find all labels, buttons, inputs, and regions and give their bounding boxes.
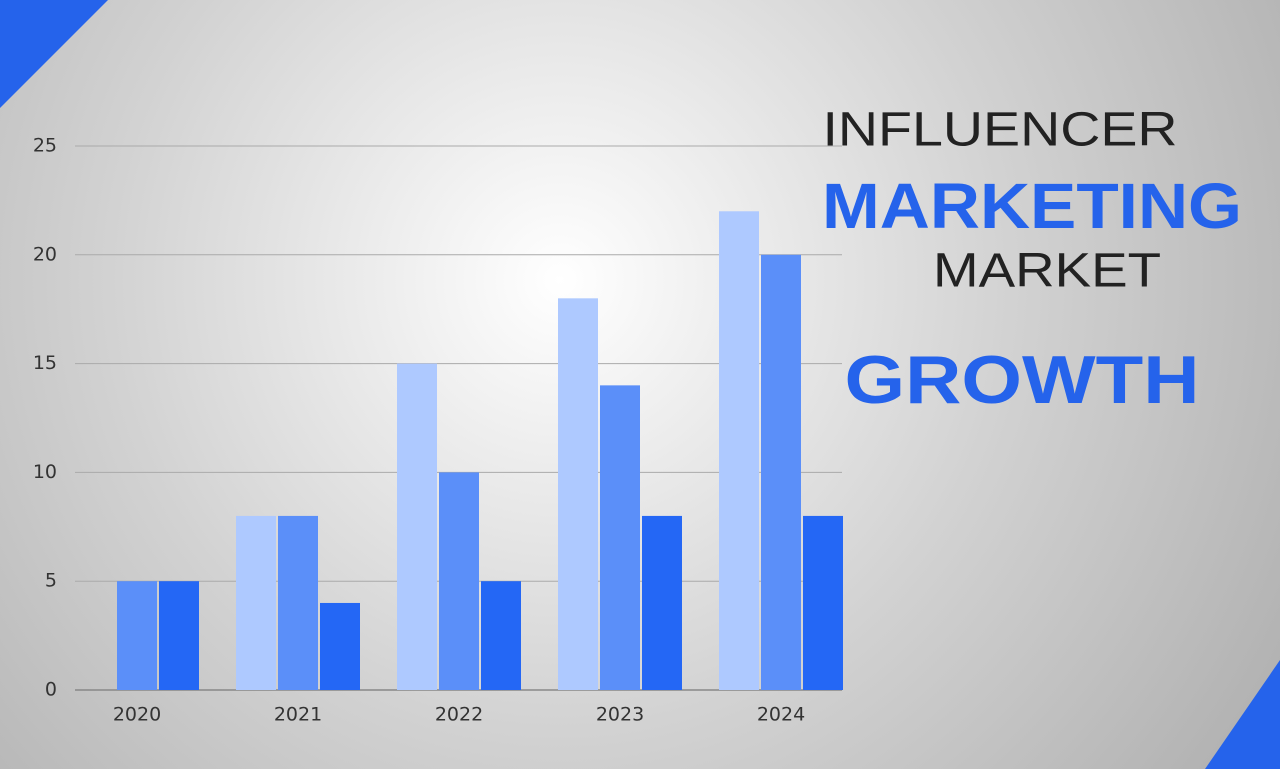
bar [397, 363, 437, 690]
corner-decoration [0, 0, 108, 108]
y-tick-label: 5 [45, 570, 57, 592]
bar [719, 211, 759, 690]
bar [320, 602, 360, 690]
x-tick-label: 2020 [113, 704, 161, 726]
bar [439, 472, 479, 690]
bar [558, 298, 598, 690]
bar [159, 581, 199, 690]
bar [278, 515, 318, 690]
bar [117, 581, 157, 690]
bar [803, 515, 843, 690]
y-tick-label: 20 [33, 243, 57, 265]
y-tick-label: 15 [33, 352, 57, 374]
title-line: INFLUENCER [823, 104, 1178, 157]
title-line: GROWTH [845, 342, 1200, 418]
x-tick-label: 2024 [757, 704, 805, 726]
x-tick-label: 2021 [274, 704, 322, 726]
title-line: MARKETING [822, 170, 1242, 242]
bar [600, 385, 640, 690]
bar [481, 581, 521, 690]
bar [236, 515, 276, 690]
bar [642, 515, 682, 690]
title-line: MARKET [933, 245, 1161, 298]
y-tick-label: 10 [33, 461, 57, 483]
y-tick-label: 0 [45, 679, 57, 701]
y-tick-label: 25 [33, 135, 57, 157]
corner-decoration [1205, 660, 1280, 769]
x-tick-label: 2023 [596, 704, 644, 726]
x-tick-label: 2022 [435, 704, 483, 726]
bar [761, 254, 801, 691]
